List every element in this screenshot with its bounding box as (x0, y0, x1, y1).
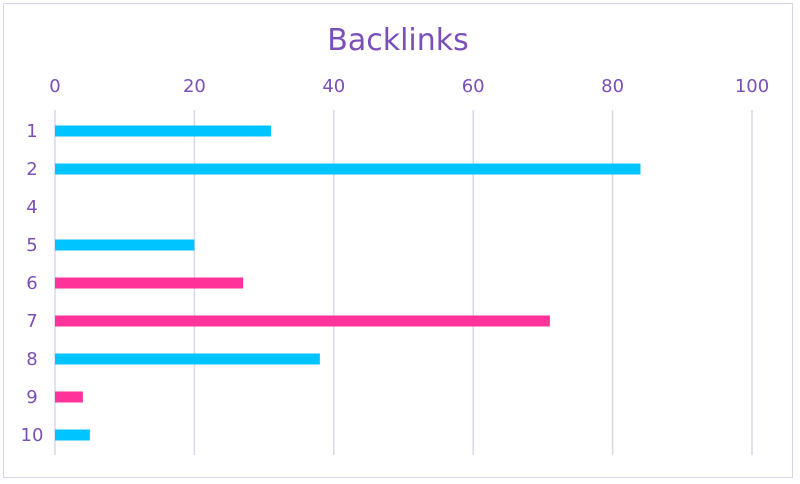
bar-5 (55, 239, 195, 251)
bars (55, 125, 641, 441)
y-category-label-2: 2 (26, 159, 37, 180)
bar-9 (55, 391, 83, 403)
bar-10 (55, 429, 90, 441)
x-axis-ticks: 0 20 40 60 80 100 (49, 76, 769, 97)
bar-7 (55, 315, 550, 327)
x-tick-label-40: 40 (322, 76, 345, 97)
x-tick-label-20: 20 (183, 76, 206, 97)
x-tick-label-80: 80 (601, 76, 624, 97)
x-tick-label-100: 100 (735, 76, 769, 97)
y-category-label-8: 8 (26, 349, 37, 370)
y-category-label-6: 6 (26, 273, 37, 294)
x-tick-label-60: 60 (462, 76, 485, 97)
bar-1 (55, 125, 272, 137)
y-category-label-1: 1 (26, 121, 37, 142)
bar-6 (55, 277, 244, 289)
bar-2 (55, 163, 641, 175)
y-axis-category-labels: 1 2 4 5 6 7 8 9 10 (21, 121, 44, 446)
y-category-label-4: 4 (26, 197, 37, 218)
x-tick-label-0: 0 (49, 76, 60, 97)
y-category-label-9: 9 (26, 387, 37, 408)
y-category-label-7: 7 (26, 311, 37, 332)
chart-title: Backlinks (327, 23, 469, 58)
bar-8 (55, 353, 320, 365)
y-category-label-5: 5 (26, 235, 37, 256)
y-category-label-10: 10 (21, 425, 44, 446)
